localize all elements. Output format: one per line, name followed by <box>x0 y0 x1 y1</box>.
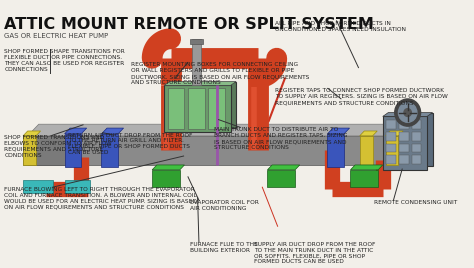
Text: RETURN AIR DUCT DROP FROM THE ROOF
TO THE RETURN AIR GRILL AND FILTER.
FLEXIBLE,: RETURN AIR DUCT DROP FROM THE ROOF TO TH… <box>68 133 192 155</box>
Text: SHOP FORMED SHAPE TRANSITIONS FOR
FLEXIBLE DUCT OR PIPE CONNECTIONS.
THEY CAN AL: SHOP FORMED SHAPE TRANSITIONS FOR FLEXIB… <box>4 49 125 72</box>
Bar <box>400 155 409 164</box>
Bar <box>164 85 230 132</box>
Bar <box>412 155 421 164</box>
Polygon shape <box>101 128 124 134</box>
Bar <box>209 88 225 129</box>
Bar <box>386 155 396 164</box>
Polygon shape <box>383 113 433 116</box>
Bar <box>412 144 421 152</box>
Bar <box>170 81 236 128</box>
Polygon shape <box>328 128 349 134</box>
Circle shape <box>399 103 417 122</box>
Bar <box>23 136 36 165</box>
Polygon shape <box>350 165 383 170</box>
Text: REMOTE CONDENSING UNIT: REMOTE CONDENSING UNIT <box>374 200 457 205</box>
Bar <box>64 180 91 193</box>
Bar <box>267 170 295 187</box>
Bar <box>360 136 373 165</box>
Bar <box>27 136 401 165</box>
Bar <box>23 180 53 193</box>
Circle shape <box>404 109 411 116</box>
Bar <box>328 134 344 167</box>
Text: REGISTER TAPS TO CONNECT SHOP FORMED DUCTWORK
TO SUPPLY AIR REGISTERS. SIZING IS: REGISTER TAPS TO CONNECT SHOP FORMED DUC… <box>275 88 448 105</box>
Bar <box>192 39 201 85</box>
Bar <box>386 144 396 152</box>
Bar <box>23 136 78 165</box>
Bar <box>386 132 396 141</box>
Text: ATTIC MOUNT REMOTE OR SPLIT SYSTEM: ATTIC MOUNT REMOTE OR SPLIT SYSTEM <box>4 17 374 32</box>
Bar <box>190 39 203 44</box>
Polygon shape <box>64 128 87 134</box>
Polygon shape <box>385 131 403 136</box>
Polygon shape <box>152 165 184 170</box>
Bar <box>168 88 184 129</box>
Text: FURNACE FLUE TO THE
BUILDING EXTERIOR: FURNACE FLUE TO THE BUILDING EXTERIOR <box>190 242 258 253</box>
Polygon shape <box>360 131 377 136</box>
Bar <box>400 144 409 152</box>
Bar <box>412 120 421 129</box>
Text: SUPPLY AIR DUCT DROP FROM THE ROOF
TO THE MAIN TRUNK DUCT IN THE ATTIC
OR SOFFIT: SUPPLY AIR DUCT DROP FROM THE ROOF TO TH… <box>254 242 375 264</box>
Bar <box>400 132 409 141</box>
Bar <box>383 116 427 170</box>
Bar <box>385 136 399 165</box>
Bar <box>400 120 409 129</box>
Bar <box>388 113 433 166</box>
Bar <box>188 88 205 129</box>
Bar <box>152 170 180 187</box>
Polygon shape <box>23 131 41 136</box>
Text: ALL PIPE AND SHOP FORMED DUCTS IN
UNCONDITIONED SPACES NEED INSULATION: ALL PIPE AND SHOP FORMED DUCTS IN UNCOND… <box>275 21 406 32</box>
Polygon shape <box>267 165 300 170</box>
Text: MAIN TRUNK DUCT TO DISTRIBUTE AIR TO
BRANCH DUCTS AND REGISTER TAPS. SIZING
IS B: MAIN TRUNK DUCT TO DISTRIBUTE AIR TO BRA… <box>214 127 348 150</box>
Bar <box>350 170 378 187</box>
Bar <box>386 120 396 129</box>
Circle shape <box>395 99 420 126</box>
Text: GAS OR ELECTRIC HEAT PUMP: GAS OR ELECTRIC HEAT PUMP <box>4 33 108 39</box>
Bar <box>64 134 81 167</box>
Text: REGISTER MOUNTING BOXES FOR CONNECTING CEILING
OR WALL REGISTERS AND GRILLS TO F: REGISTER MOUNTING BOXES FOR CONNECTING C… <box>131 62 310 85</box>
Polygon shape <box>164 81 236 85</box>
Bar <box>412 132 421 141</box>
Polygon shape <box>27 124 412 136</box>
Text: FURNACE BLOWING LEFT TO RIGHT THROUGH THE EVAPORATOR
COIL AND FURNACE TRANSITION: FURNACE BLOWING LEFT TO RIGHT THROUGH TH… <box>4 187 197 210</box>
Text: EVAPORATOR COIL FOR
AIR CONDITIONING: EVAPORATOR COIL FOR AIR CONDITIONING <box>190 200 259 211</box>
Bar <box>101 134 118 167</box>
Text: SHOP FORMED TRANSITIONS AND
ELBOWS TO CONFORM TO AIR FLOW
REQUIREMENTS AND STRUC: SHOP FORMED TRANSITIONS AND ELBOWS TO CO… <box>4 135 112 158</box>
